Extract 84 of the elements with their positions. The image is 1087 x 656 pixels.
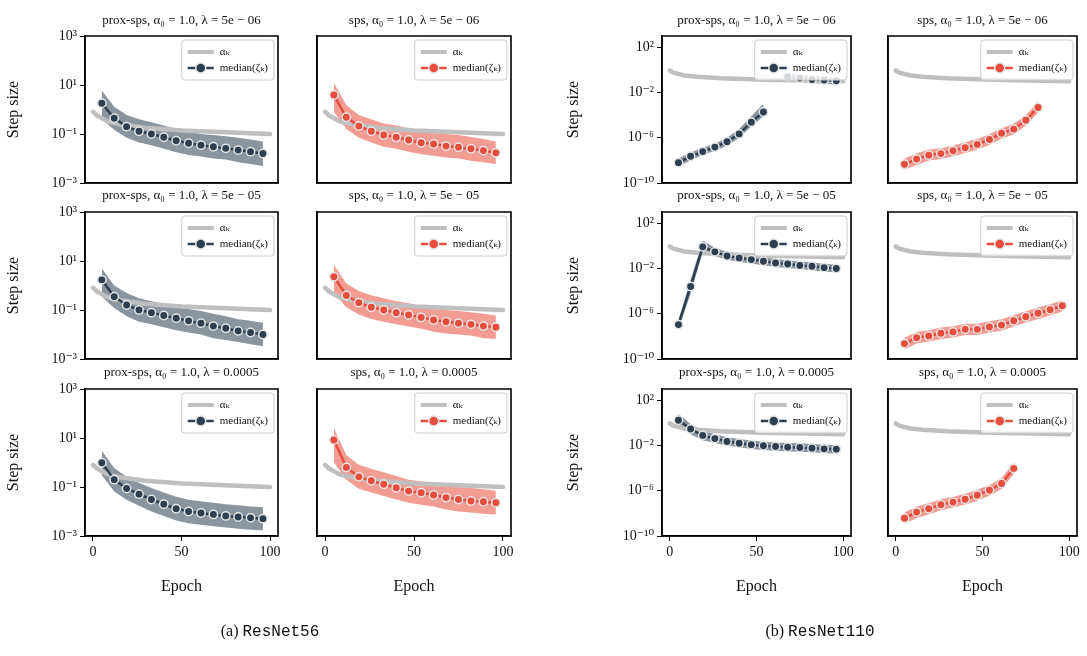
legend-label: αₖ [219,44,231,57]
y-tick-label: 10³ [58,27,77,43]
x-tick-label: 100 [1058,544,1080,560]
y-tick-label: 10¹ [58,76,77,92]
y-tick-label: 10⁻¹ [51,478,77,494]
chart-title: sps, α₀ = 1.0, λ = 5e − 05 [348,187,480,203]
legend-label: median(ζₖ) [792,60,842,74]
y-tick-label: 10⁻⁶ [627,305,655,321]
y-tick-label: 10¹ [58,252,77,268]
chart-title: sps, α₀ = 1.0, λ = 0.0005 [919,364,1046,380]
x-axis-title: Epoch [161,576,202,595]
y-tick-label: 10⁻¹ [51,125,77,141]
y-tick-label: 10⁻¹ [51,301,77,317]
x-tick-label: 50 [174,544,189,560]
y-tick-label: 10⁻² [628,84,654,100]
legend-label: αₖ [1018,220,1030,233]
chart-title: prox-sps, α₀ = 1.0, λ = 5e − 06 [102,12,261,28]
legend-label: αₖ [792,397,804,410]
y-tick-label: 10⁻⁶ [627,129,655,145]
x-axis-title: Epoch [736,576,777,595]
x-tick-label: 50 [975,544,990,560]
x-tick-label: 50 [749,544,764,560]
legend-label: αₖ [1018,397,1030,410]
legend-label: median(ζₖ) [1018,413,1068,427]
chart-title: prox-sps, α₀ = 1.0, λ = 5e − 05 [677,187,836,203]
x-axis-title: Epoch [962,576,1003,595]
y-tick-label: 10² [635,391,654,407]
legend-label: αₖ [452,220,464,233]
y-tick-label: 10⁻⁶ [627,482,655,498]
legend-label: αₖ [1018,44,1030,57]
chart-title: prox-sps, α₀ = 1.0, λ = 5e − 05 [102,187,261,203]
text: (a) ResNet56 [220,622,320,641]
y-tick-label: 10⁻¹⁰ [622,174,655,190]
y-tick-label: 10³ [58,380,77,396]
legend-label: median(ζₖ) [219,60,269,74]
text: (b) ResNet110 [765,622,875,641]
x-tick-label: 100 [832,544,854,560]
legend-label: αₖ [792,44,804,57]
chart-title: sps, α₀ = 1.0, λ = 5e − 05 [917,187,1048,203]
legend-label: median(ζₖ) [219,236,269,250]
chart-title: prox-sps, α₀ = 1.0, λ = 0.0005 [678,364,835,380]
legend-label: median(ζₖ) [452,236,502,250]
y-tick-label: 10⁻² [628,260,654,276]
y-tick-label: 10³ [58,203,77,219]
y-tick-label: 10⁻³ [51,174,77,190]
y-axis-title: Step size [3,256,22,315]
y-tick-label: 10⁻² [628,437,654,453]
y-tick-label: 10² [635,214,654,230]
x-tick-label: 0 [89,544,97,560]
legend-label: αₖ [219,220,231,233]
legend-label: αₖ [452,397,464,410]
x-axis-title: Epoch [393,576,435,595]
legend-label: median(ζₖ) [1018,236,1068,250]
y-tick-label: 10² [635,38,654,54]
y-tick-label: 10⁻¹⁰ [622,350,655,366]
chart-title: sps, α₀ = 1.0, λ = 5e − 06 [917,12,1048,28]
x-tick-label: 50 [407,544,421,560]
y-axis-title: Step size [563,433,582,492]
x-tick-label: 100 [492,544,514,560]
x-tick-label: 0 [892,544,900,560]
y-tick-label: 10¹ [58,429,77,445]
legend-label: median(ζₖ) [452,413,502,427]
y-axis-title: Step size [563,80,582,139]
legend-label: αₖ [792,220,804,233]
legend-label: αₖ [452,44,464,57]
x-tick-label: 0 [666,544,674,560]
legend-label: median(ζₖ) [452,60,502,74]
chart-title: prox-sps, α₀ = 1.0, λ = 5e − 06 [677,12,836,28]
chart-title: prox-sps, α₀ = 1.0, λ = 0.0005 [103,364,260,380]
chart-title: sps, α₀ = 1.0, λ = 0.0005 [350,364,478,380]
x-tick-label: 0 [321,544,329,560]
legend-label: median(ζₖ) [1018,60,1068,74]
y-axis-title: Step size [3,80,22,139]
y-tick-label: 10⁻³ [51,350,77,366]
y-axis-title: Step size [563,256,582,315]
legend-label: αₖ [219,397,231,410]
y-axis-title: Step size [3,433,22,492]
chart-title: sps, α₀ = 1.0, λ = 5e − 06 [348,12,480,28]
legend-label: median(ζₖ) [219,413,269,427]
x-tick-label: 100 [259,544,281,560]
y-tick-label: 10⁻³ [51,527,77,543]
y-tick-label: 10⁻¹⁰ [622,527,655,543]
legend-label: median(ζₖ) [792,236,842,250]
legend-label: median(ζₖ) [792,413,842,427]
